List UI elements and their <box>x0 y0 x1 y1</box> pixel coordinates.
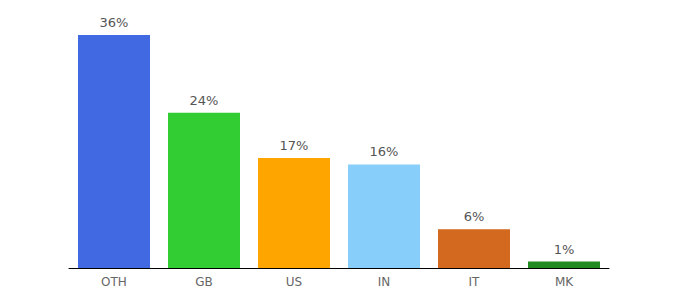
svg-text:IT: IT <box>469 275 481 289</box>
svg-text:6%: 6% <box>464 209 485 224</box>
svg-text:16%: 16% <box>370 144 399 159</box>
svg-text:36%: 36% <box>100 15 129 30</box>
svg-text:IN: IN <box>378 275 391 289</box>
svg-text:17%: 17% <box>280 138 309 153</box>
svg-text:1%: 1% <box>554 242 575 257</box>
svg-text:OTH: OTH <box>101 275 127 289</box>
svg-text:MK: MK <box>555 275 574 289</box>
svg-text:US: US <box>286 275 302 289</box>
svg-text:GB: GB <box>195 275 213 289</box>
svg-text:24%: 24% <box>190 93 219 108</box>
